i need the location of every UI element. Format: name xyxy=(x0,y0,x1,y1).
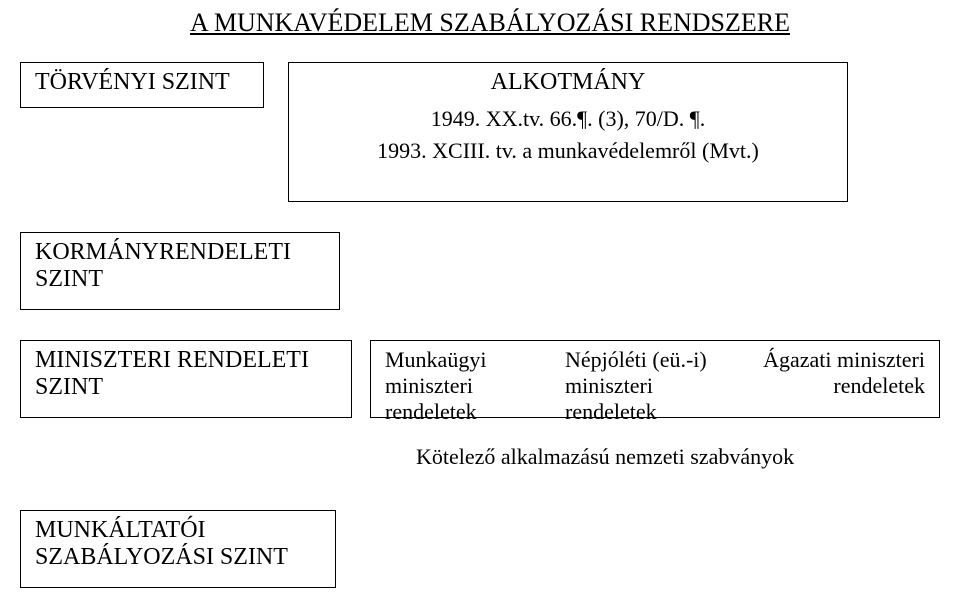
box-gov-decree-level: KORMÁNYRENDELETI SZINT xyxy=(20,232,340,310)
decrees-r1c2: Népjóléti (eü.-i) xyxy=(565,347,745,373)
constitution-line2: 1949. XX.tv. 66.¶. (3), 70/D. ¶. xyxy=(303,106,833,132)
constitution-title: ALKOTMÁNY xyxy=(303,69,833,96)
decrees-r2c1: miniszteri rendeletek xyxy=(385,373,565,425)
ministerial-level-line2: SZINT xyxy=(35,374,337,401)
employer-level-line1: MUNKÁLTATÓI xyxy=(35,517,321,544)
diagram-page: A MUNKAVÉDELEM SZABÁLYOZÁSI RENDSZERE TÖ… xyxy=(0,0,960,607)
gov-decree-line1: KORMÁNYRENDELETI xyxy=(35,239,325,266)
decrees-r2c3: rendeletek xyxy=(745,373,925,425)
decrees-r2c2: miniszteri rendeletek xyxy=(565,373,745,425)
box-employer-level: MUNKÁLTATÓI SZABÁLYOZÁSI SZINT xyxy=(20,510,336,588)
box-ministerial-decrees: Munkaügyi Népjóléti (eü.-i) Ágazati mini… xyxy=(370,340,940,418)
decrees-r1c1: Munkaügyi xyxy=(385,347,565,373)
constitution-line3: 1993. XCIII. tv. a munkavédelemről (Mvt.… xyxy=(303,138,833,164)
box-legal-level-text: TÖRVÉNYI SZINT xyxy=(35,69,230,95)
box-constitution: ALKOTMÁNY 1949. XX.tv. 66.¶. (3), 70/D. … xyxy=(288,62,848,202)
decrees-r1c3: Ágazati miniszteri xyxy=(745,347,925,373)
box-legal-level: TÖRVÉNYI SZINT xyxy=(20,62,264,108)
decrees-row1: Munkaügyi Népjóléti (eü.-i) Ágazati mini… xyxy=(385,347,925,373)
box-ministerial-level: MINISZTERI RENDELETI SZINT xyxy=(20,340,352,418)
gov-decree-line2: SZINT xyxy=(35,266,325,293)
page-title: A MUNKAVÉDELEM SZABÁLYOZÁSI RENDSZERE xyxy=(190,8,790,38)
ministerial-level-line1: MINISZTERI RENDELETI xyxy=(35,347,337,374)
decrees-row2: miniszteri rendeletek miniszteri rendele… xyxy=(385,373,925,425)
employer-level-line2: SZABÁLYOZÁSI SZINT xyxy=(35,544,321,571)
constitution-title-text: ALKOTMÁNY xyxy=(491,69,646,95)
standards-text: Kötelező alkalmazású nemzeti szabványok xyxy=(416,444,794,470)
